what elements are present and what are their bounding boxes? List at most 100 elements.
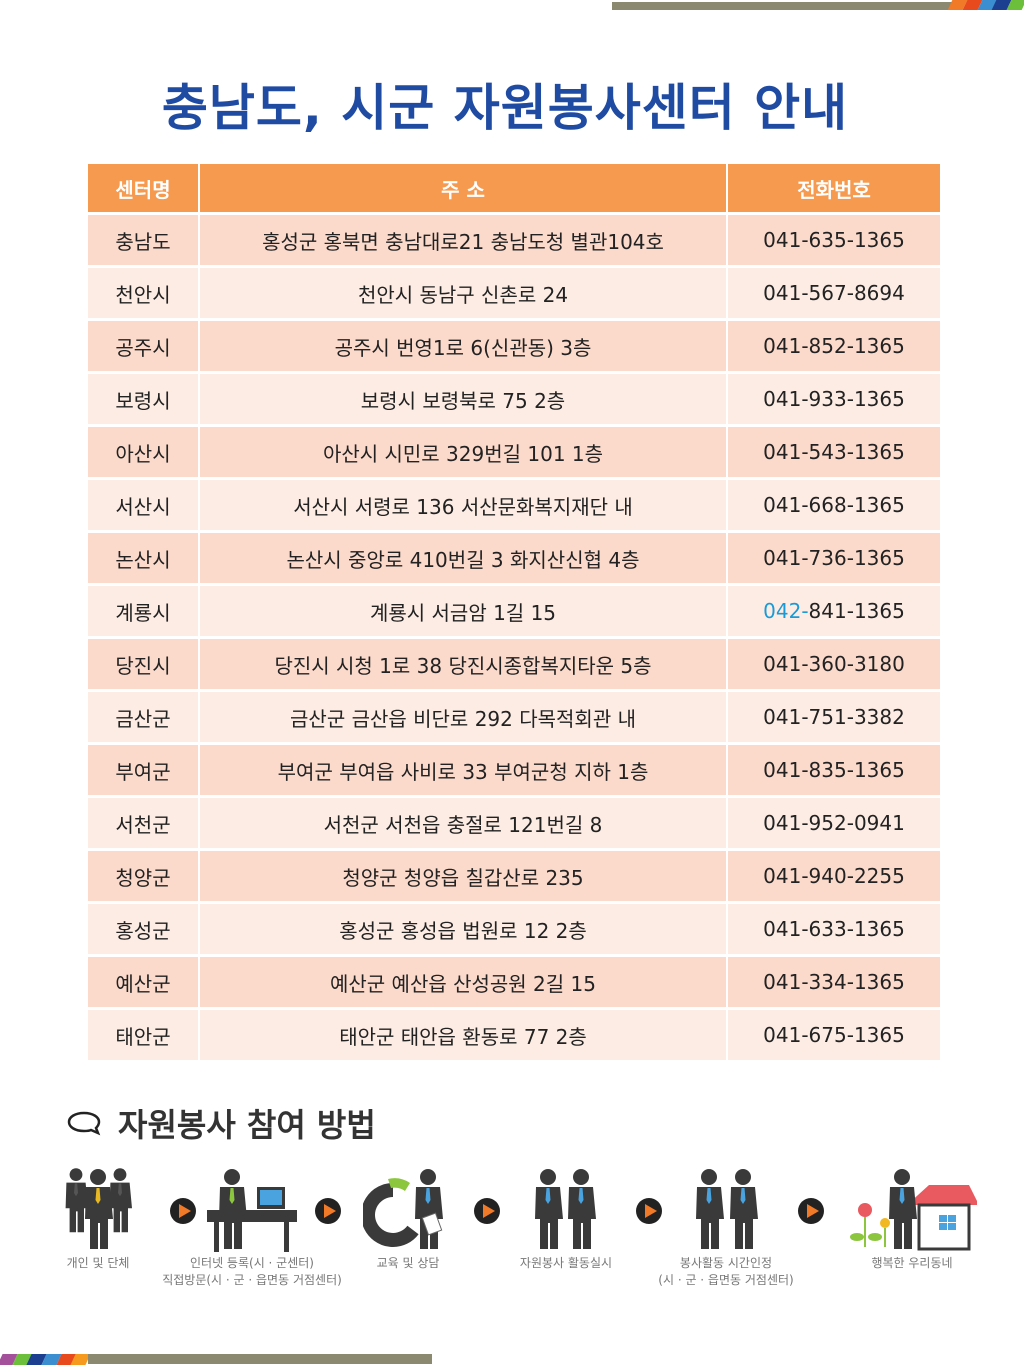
phone-number: 675-1365 (808, 1023, 905, 1047)
step-label: 행복한 우리동네 (871, 1256, 953, 1270)
center-name: 서산시 (88, 480, 198, 530)
center-name: 청양군 (88, 851, 198, 901)
center-phone: 041-835-1365 (728, 745, 940, 795)
phone-number: 334-1365 (808, 970, 905, 994)
table-row: 아산시 아산시 시민로 329번길 101 1층 041-543-1365 (88, 427, 940, 477)
center-name: 예산군 (88, 957, 198, 1007)
phone-prefix: 041- (763, 493, 809, 517)
phone-number: 633-1365 (808, 917, 905, 941)
center-address: 보령시 보령북로 75 2층 (200, 374, 726, 424)
phone-prefix: 041- (763, 228, 809, 252)
bottom-color-stripes (0, 1354, 91, 1365)
phone-number: 852-1365 (808, 334, 905, 358)
header-address: 주 소 (200, 164, 726, 212)
center-phone: 041-675-1365 (728, 1010, 940, 1060)
step-register: 인터넷 등록(시 · 군센터) 직접방문(시 · 군 · 읍면동 거점센터) (152, 1165, 352, 1289)
phone-prefix: 041- (763, 334, 809, 358)
table-row: 금산군 금산군 금산읍 비단로 292 다목적회관 내 041-751-3382 (88, 692, 940, 742)
education-chart-icon (363, 1169, 443, 1249)
table-row: 태안군 태안군 태안읍 환동로 77 2층 041-675-1365 (88, 1010, 940, 1060)
play-arrow-icon (474, 1198, 500, 1224)
play-arrow-icon (170, 1198, 196, 1224)
step-label: 인터넷 등록(시 · 군센터) (190, 1256, 314, 1270)
phone-prefix: 041- (763, 1023, 809, 1047)
center-address: 당진시 시청 1로 38 당진시종합복지타운 5층 (200, 639, 726, 689)
center-name: 공주시 (88, 321, 198, 371)
table-row: 당진시 당진시 시청 1로 38 당진시종합복지타운 5층 041-360-31… (88, 639, 940, 689)
phone-prefix: 041- (763, 864, 809, 888)
phone-prefix: 042- (763, 599, 809, 623)
step-education: 교육 및 상담 (308, 1165, 508, 1272)
phone-number: 952-0941 (808, 811, 905, 835)
center-phone: 041-668-1365 (728, 480, 940, 530)
center-address: 천안시 동남구 신촌로 24 (200, 268, 726, 318)
center-address: 계룡시 서금암 1길 15 (200, 586, 726, 636)
phone-prefix: 041- (763, 917, 809, 941)
play-arrow-icon (636, 1198, 662, 1224)
top-decor-bar (612, 2, 952, 10)
table-row: 서산시 서산시 서령로 136 서산문화복지재단 내 041-668-1365 (88, 480, 940, 530)
phone-prefix: 041- (763, 970, 809, 994)
phone-number: 543-1365 (808, 440, 905, 464)
table-row: 천안시 천안시 동남구 신촌로 24 041-567-8694 (88, 268, 940, 318)
phone-prefix: 041- (763, 705, 809, 729)
center-address: 예산군 예산읍 산성공원 2길 15 (200, 957, 726, 1007)
bottom-decor-bar (88, 1354, 432, 1364)
happy-neighborhood-icon (850, 1169, 977, 1251)
center-table: 센터명 주 소 전화번호 충남도 홍성군 홍북면 충남대로21 충남도청 별관1… (86, 161, 942, 1063)
phone-prefix: 041- (763, 281, 809, 305)
step-activity: 자원봉사 활동실시 (466, 1165, 666, 1272)
section-title: 자원봉사 참여 방법 (118, 1106, 376, 1144)
center-name: 부여군 (88, 745, 198, 795)
center-name: 서천군 (88, 798, 198, 848)
center-address: 공주시 번영1로 6(신관동) 3층 (200, 321, 726, 371)
phone-number: 933-1365 (808, 387, 905, 411)
section-header: 자원봉사 참여 방법 (66, 1100, 376, 1146)
step-label: 개인 및 단체 (66, 1256, 130, 1270)
center-address: 청양군 청양읍 칠갑산로 235 (200, 851, 726, 901)
center-phone: 041-736-1365 (728, 533, 940, 583)
phone-number: 751-3382 (808, 705, 905, 729)
table-header: 센터명 주 소 전화번호 (88, 164, 940, 212)
center-phone: 041-952-0941 (728, 798, 940, 848)
center-address: 논산시 중앙로 410번길 3 화지산신협 4층 (200, 533, 726, 583)
step-label: 봉사활동 시간인정 (679, 1256, 773, 1270)
center-address: 부여군 부여읍 사비로 33 부여군청 지하 1층 (200, 745, 726, 795)
page-title: 충남도, 시군 자원봉사센터 안내 (161, 79, 849, 137)
center-name: 계룡시 (88, 586, 198, 636)
computer-desk-icon (207, 1169, 297, 1252)
handshake-icon (696, 1169, 758, 1249)
phone-number: 835-1365 (808, 758, 905, 782)
phone-number: 736-1365 (808, 546, 905, 570)
table-row: 공주시 공주시 번영1로 6(신관동) 3층 041-852-1365 (88, 321, 940, 371)
phone-number: 668-1365 (808, 493, 905, 517)
phone-number: 940-2255 (808, 864, 905, 888)
phone-number: 360-3180 (808, 652, 905, 676)
center-phone: 042-841-1365 (728, 586, 940, 636)
center-address: 홍성군 홍북면 충남대로21 충남도청 별관104호 (200, 215, 726, 265)
step-label: 교육 및 상담 (376, 1256, 440, 1270)
step-neighborhood: 행복한 우리동네 (812, 1165, 1012, 1272)
phone-prefix: 041- (763, 546, 809, 570)
step-sublabel: 직접방문(시 · 군 · 읍면동 거점센터) (162, 1273, 342, 1287)
phone-number: 567-8694 (808, 281, 905, 305)
step-label: 자원봉사 활동실시 (519, 1256, 613, 1270)
volunteers-icon (535, 1169, 596, 1249)
center-name: 금산군 (88, 692, 198, 742)
table-row: 보령시 보령시 보령북로 75 2층 041-933-1365 (88, 374, 940, 424)
phone-prefix: 041- (763, 652, 809, 676)
header-name: 센터명 (88, 164, 198, 212)
table-row: 서천군 서천군 서천읍 충절로 121번길 8 041-952-0941 (88, 798, 940, 848)
center-address: 홍성군 홍성읍 법원로 12 2층 (200, 904, 726, 954)
phone-prefix: 041- (763, 758, 809, 782)
center-phone: 041-543-1365 (728, 427, 940, 477)
header-phone: 전화번호 (728, 164, 940, 212)
step-hours: 봉사활동 시간인정 (시 · 군 · 읍면동 거점센터) (626, 1165, 826, 1289)
center-phone: 041-567-8694 (728, 268, 940, 318)
center-address: 서천군 서천읍 충절로 121번길 8 (200, 798, 726, 848)
center-address: 서산시 서령로 136 서산문화복지재단 내 (200, 480, 726, 530)
play-arrow-icon (798, 1198, 824, 1224)
center-name: 논산시 (88, 533, 198, 583)
center-address: 금산군 금산읍 비단로 292 다목적회관 내 (200, 692, 726, 742)
center-name: 충남도 (88, 215, 198, 265)
